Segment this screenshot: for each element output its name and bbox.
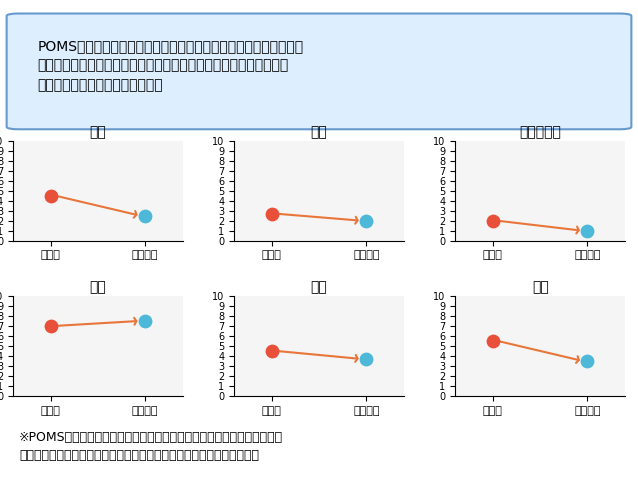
- Point: [267, 347, 277, 355]
- FancyBboxPatch shape: [6, 14, 632, 129]
- Point: [361, 355, 371, 363]
- Point: [140, 212, 150, 219]
- Text: POMS心理テストを実施すると、泣く前と後で混乱および緊張・不
安の尺度が改善。これは自覚的には「スッキリした」という気分に
よく対応するものと解釈される。: POMS心理テストを実施すると、泣く前と後で混乱および緊張・不 安の尺度が改善。…: [37, 39, 304, 92]
- Point: [45, 192, 56, 200]
- Point: [488, 337, 498, 345]
- Text: ※POMSテストとは、気分の状態を「緊張・不安」「活力」「抑圧」「疲
労」「怒り」「混乱」という六つの尺度で測る心理テストのことです。: ※POMSテストとは、気分の状態を「緊張・不安」「活力」「抑圧」「疲 労」「怒り…: [19, 431, 283, 462]
- Title: 敵意・怒り: 敵意・怒り: [519, 125, 561, 139]
- Point: [267, 210, 277, 218]
- Point: [488, 217, 498, 225]
- Title: 活力: 活力: [89, 281, 106, 295]
- Point: [361, 217, 371, 225]
- Point: [140, 317, 150, 325]
- Title: 混乱: 混乱: [532, 281, 549, 295]
- Title: 疲労: 疲労: [311, 281, 327, 295]
- Point: [582, 357, 593, 365]
- Title: うつ: うつ: [311, 125, 327, 139]
- Title: 緊張: 緊張: [89, 125, 106, 139]
- Point: [582, 227, 593, 235]
- Point: [45, 322, 56, 330]
